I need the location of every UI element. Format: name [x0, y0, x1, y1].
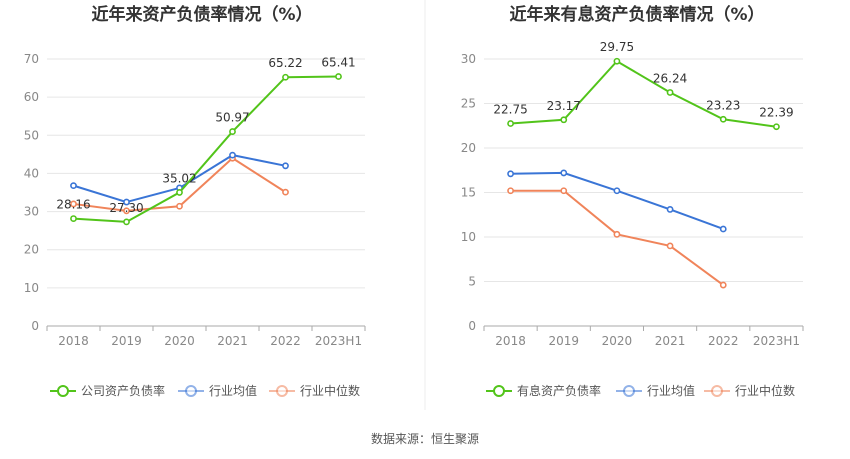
chart-0-series-0-point [70, 215, 77, 222]
chart-1-x-tick-label: 2023H1 [753, 334, 800, 348]
chart-1-series-2-point [507, 187, 514, 195]
chart-0-data-label: 27.30 [109, 201, 143, 215]
chart-1-legend-swatch-marker [623, 385, 635, 397]
chart-1-legend-swatch-marker [711, 385, 723, 397]
chart-1-series-2-point [719, 281, 727, 289]
chart-0-series-0-point [282, 73, 289, 81]
chart-0-legend-item-0[interactable]: 公司资产负债率 [81, 383, 165, 398]
chart-1-y-tick-label: 0 [468, 319, 476, 333]
chart-0-x-tick-label: 2022 [270, 334, 301, 348]
chart-0-legend-swatch-marker [57, 385, 69, 397]
chart-1-series-2-point [560, 187, 568, 195]
chart-1-legend-swatch-marker [493, 385, 505, 397]
chart-1-legend-item-1[interactable]: 行业均值 [647, 383, 695, 398]
chart-0-series-2-point [123, 207, 130, 215]
chart-0-data-label: 35.02 [162, 171, 196, 185]
chart-0-data-label: 65.41 [321, 56, 355, 70]
chart-0-series-2-point [282, 188, 289, 196]
chart-1-y-tick-label: 5 [468, 275, 476, 289]
chart-1-series-2-line [510, 189, 724, 286]
data-source: 数据来源：恒生聚源 [370, 432, 479, 446]
chart-1-data-label: 23.23 [706, 98, 740, 112]
chart-1-legend-item-0[interactable]: 有息资产负债率 [517, 383, 601, 398]
chart-0-data-label: 50.97 [215, 111, 249, 125]
chart-0-series-0-point [123, 218, 130, 226]
chart-1-y-tick-label: 25 [461, 97, 476, 111]
chart-1-x-tick-label: 2021 [655, 334, 686, 348]
chart-1-legend-item-2[interactable]: 行业中位数 [735, 383, 795, 398]
chart-0-y-tick-label: 20 [24, 243, 39, 257]
chart-0-y-tick-label: 10 [24, 281, 39, 295]
chart-0-series-2-point [70, 200, 77, 208]
chart-1-data-label: 29.75 [600, 40, 634, 54]
chart-0-legend-swatch-marker [185, 385, 197, 397]
chart-1-series-2-point [666, 242, 674, 250]
chart-0-legend-item-2[interactable]: 行业中位数 [300, 383, 360, 398]
chart-0-x-tick-label: 2018 [58, 334, 89, 348]
chart-1-series-0-point [560, 116, 568, 124]
chart-0-series-0-point [335, 73, 342, 80]
chart-1-data-label: 22.75 [493, 103, 527, 117]
chart-1-series-1-point [507, 170, 514, 178]
chart-1-y-tick-label: 10 [461, 230, 476, 244]
chart-1-x-tick-label: 2022 [708, 334, 739, 348]
chart-0-x-tick-label: 2023H1 [315, 334, 362, 348]
chart-1-data-label: 22.39 [759, 106, 793, 120]
chart-1-y-tick-label: 15 [461, 186, 476, 200]
chart-1-x-tick-label: 2020 [602, 334, 633, 348]
chart-1-x-tick-label: 2018 [495, 334, 526, 348]
chart-0-series-0-point [176, 189, 183, 196]
chart-1-y-tick-label: 30 [461, 52, 476, 66]
chart-1-data-label: 23.17 [547, 99, 581, 113]
chart-0-series-0-point [229, 128, 236, 135]
chart-1-series-1-point [719, 225, 727, 233]
chart-0-series-1-point [229, 151, 236, 159]
chart-0-legend-swatch-marker [276, 385, 288, 397]
chart-0-x-tick-label: 2021 [217, 334, 248, 348]
chart-1-series-0-point [666, 89, 674, 96]
chart-1-data-label: 26.24 [653, 71, 687, 85]
chart-1-series-1-point [560, 169, 568, 177]
chart-1-series-1-line [510, 171, 724, 230]
chart-0-y-tick-label: 60 [24, 90, 39, 104]
chart-0-y-tick-label: 50 [24, 128, 39, 142]
chart-1-series-0-line [510, 59, 777, 128]
chart-0-series-0-line [73, 75, 339, 223]
chart-0-data-label: 65.22 [268, 56, 302, 70]
chart-0-series-2-point [176, 202, 183, 210]
chart-1-series-0-point [507, 120, 514, 127]
chart-0-series-1-point [282, 162, 289, 170]
chart-1-series-2-point [613, 230, 621, 238]
chart-0-y-tick-label: 70 [24, 52, 39, 66]
chart-0-data-label: 28.16 [56, 198, 90, 212]
chart-0-x-tick-label: 2019 [111, 334, 142, 348]
chart-0-x-tick-label: 2020 [164, 334, 195, 348]
chart-0-title: 近年来资产负债率情况（%） [91, 4, 312, 25]
chart-1-series-1-point [666, 206, 674, 213]
chart-1-series-1-point [613, 187, 621, 195]
chart-1-y-tick-label: 20 [461, 141, 476, 155]
chart-1-x-tick-label: 2019 [548, 334, 579, 348]
chart-1-series-0-point [613, 57, 621, 65]
chart-0-y-tick-label: 30 [24, 205, 39, 219]
chart-0-series-1-point [70, 182, 77, 190]
chart-1-title: 近年来有息资产负债率情况（%） [509, 4, 764, 25]
chart-0-series-1-point [123, 198, 130, 206]
chart-0-legend-item-1[interactable]: 行业均值 [209, 383, 257, 398]
chart-0-y-tick-label: 0 [31, 319, 39, 333]
chart-1-series-0-point [719, 115, 727, 123]
chart-1-series-0-point [773, 123, 780, 131]
chart-0-y-tick-label: 40 [24, 166, 39, 180]
